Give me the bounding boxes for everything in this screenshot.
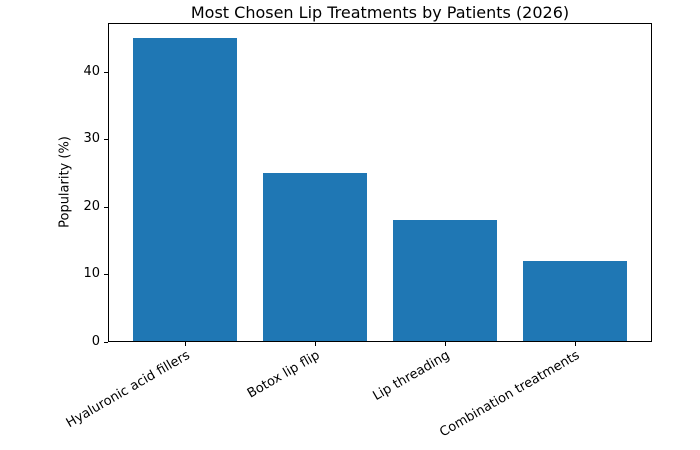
x-tick-mark bbox=[184, 342, 186, 346]
bar-3 bbox=[523, 260, 628, 341]
bar-1 bbox=[262, 173, 367, 341]
x-tick-mark bbox=[575, 342, 577, 346]
plot-area bbox=[108, 23, 652, 342]
y-tick-label: 30 bbox=[83, 131, 100, 147]
y-tick-label: 0 bbox=[91, 334, 100, 349]
x-tick-mark bbox=[314, 342, 316, 346]
x-tick-label: Hyaluronic acid fillers bbox=[63, 348, 193, 432]
bar-0 bbox=[132, 38, 237, 341]
y-tick-mark bbox=[104, 342, 108, 343]
chart-title: Most Chosen Lip Treatments by Patients (… bbox=[190, 3, 570, 22]
y-tick-mark bbox=[104, 206, 108, 208]
bar-2 bbox=[393, 220, 498, 341]
y-tick-label: 40 bbox=[83, 63, 100, 79]
y-axis-label: Popularity (%) bbox=[57, 136, 73, 228]
y-tick-mark bbox=[104, 139, 108, 141]
x-tick-label: Botox lip flip bbox=[244, 348, 323, 402]
x-tick-label: Lip threading bbox=[370, 348, 453, 404]
x-tick-mark bbox=[445, 342, 447, 346]
y-tick-mark bbox=[104, 71, 108, 73]
y-tick-label: 10 bbox=[83, 266, 100, 282]
y-tick-mark bbox=[104, 274, 108, 276]
y-tick-label: 20 bbox=[83, 198, 100, 214]
x-tick-label: Combination treatments bbox=[437, 348, 583, 441]
